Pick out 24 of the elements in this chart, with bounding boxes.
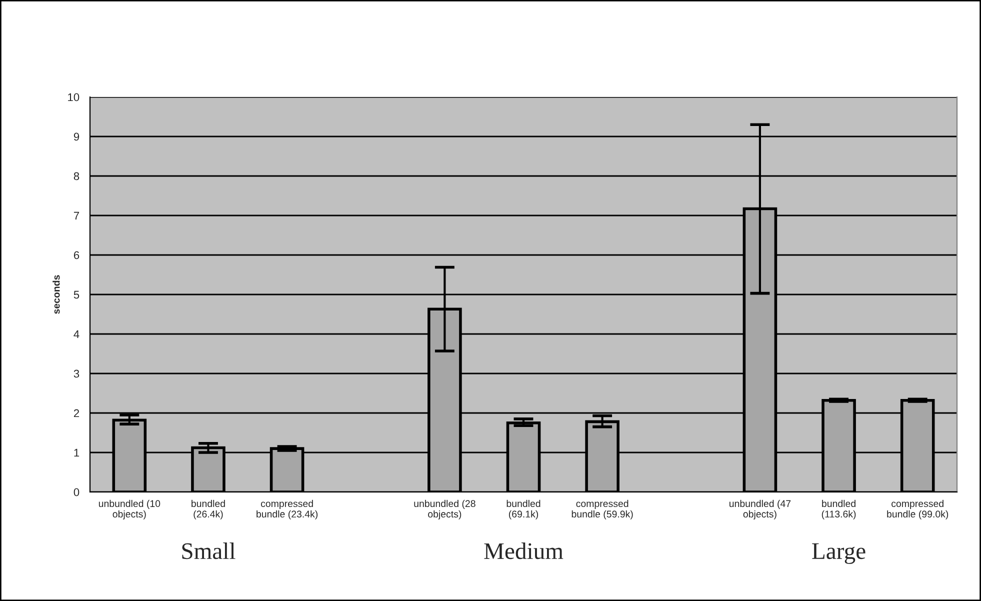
y-tick-label: 8 xyxy=(74,172,80,180)
x-tick-label: bundled (26.4k) xyxy=(192,500,225,520)
x-tick-label: unbundled (10 objects) xyxy=(98,500,160,520)
y-tick-label: 7 xyxy=(74,212,80,220)
x-tick-label: compressed bundle (99.0k) xyxy=(887,500,948,520)
y-tick-label: 0 xyxy=(74,488,80,496)
y-tick-label: 3 xyxy=(74,370,80,378)
text: Large xyxy=(812,543,866,564)
x-tick-label: bundled (69.1k) xyxy=(506,500,540,520)
y-tick-label: 4 xyxy=(74,330,80,338)
y-tick-label: 5 xyxy=(74,290,80,299)
x-tick-label: compressed bundle (59.9k) xyxy=(572,500,633,520)
x-tick-label: unbundled (28 objects) xyxy=(414,500,476,520)
x-tick-label: compressed bundle (23.4k) xyxy=(256,500,318,520)
y-tick-label: 6 xyxy=(74,251,80,260)
y-axis-title: seconds xyxy=(52,275,60,314)
y-tick-label: 2 xyxy=(74,409,80,418)
x-tick-label: unbundled (47 objects) xyxy=(730,500,791,520)
y-tick-label: 9 xyxy=(74,132,80,141)
y-tick-label: 10 xyxy=(68,93,80,102)
x-tick-label: bundled (113.6k) xyxy=(822,500,856,520)
text: Medium xyxy=(484,542,564,560)
text: Small xyxy=(182,542,236,560)
y-tick-label: 1 xyxy=(74,448,80,457)
